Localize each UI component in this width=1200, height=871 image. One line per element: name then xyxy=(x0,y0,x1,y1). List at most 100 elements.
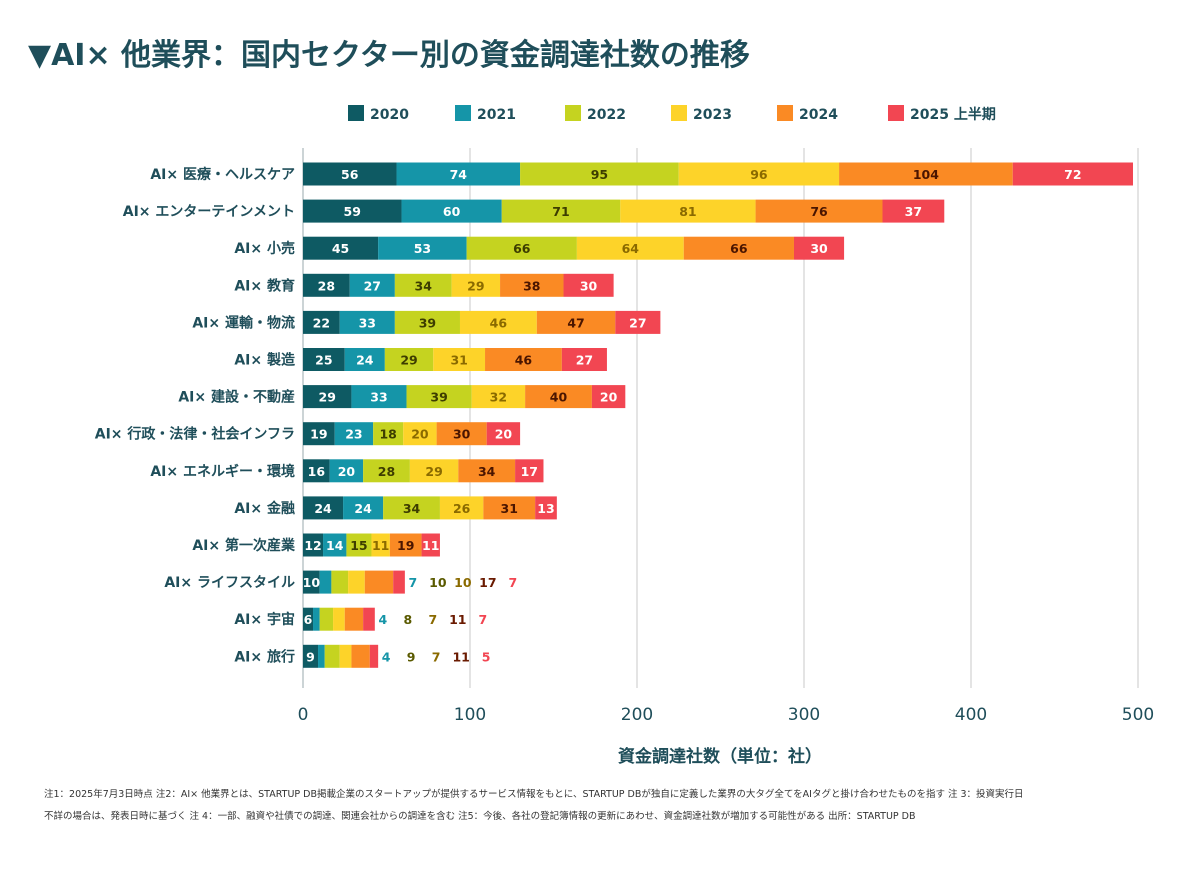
x-axis: 0 100 200 300 400 500 資金調達社数（単位：社） xyxy=(298,705,1155,767)
bar-segment xyxy=(466,236,577,260)
data-label: 6 xyxy=(304,612,313,627)
data-label: 20 xyxy=(338,464,356,479)
category-label: AI× 小売 xyxy=(234,240,295,257)
data-label: 47 xyxy=(567,315,584,330)
bar-segment xyxy=(344,607,364,631)
data-label: 56 xyxy=(341,167,359,182)
bar-segment xyxy=(576,236,684,260)
x-tick-label: 100 xyxy=(454,705,486,725)
bar-segment xyxy=(323,533,347,557)
bar-segment xyxy=(334,422,374,446)
legend-swatch xyxy=(348,105,364,121)
data-label: 29 xyxy=(400,353,417,368)
category-label: AI× 教育 xyxy=(234,277,295,294)
data-label: 60 xyxy=(443,204,461,219)
legend-swatch xyxy=(888,105,904,121)
category-label: AI× エネルギー・環境 xyxy=(150,463,295,480)
bar-segment xyxy=(683,236,794,260)
bar-segment xyxy=(520,162,679,186)
category-labels: AI× 医療・ヘルスケア AI× エンターテインメント AI× 小売 AI× 教育 AI… xyxy=(95,166,296,665)
bar-segment xyxy=(384,348,434,371)
data-label: 29 xyxy=(425,464,442,479)
data-label: 24 xyxy=(354,501,372,516)
bar-segment xyxy=(535,496,557,520)
data-label: 27 xyxy=(364,278,381,293)
bar-segment xyxy=(458,459,516,483)
data-label: 39 xyxy=(419,315,436,330)
bar-segment xyxy=(433,348,486,371)
bar-segment xyxy=(793,236,845,260)
bar-segment xyxy=(620,199,756,223)
bar-segment xyxy=(349,273,395,297)
data-label: 25 xyxy=(315,353,332,368)
data-label: 104 xyxy=(913,167,939,182)
data-label: 66 xyxy=(730,241,748,256)
bar-segment xyxy=(303,348,345,371)
bar-segment xyxy=(371,533,390,557)
bar-segment xyxy=(303,422,335,446)
data-label: 22 xyxy=(313,315,330,330)
data-label: 28 xyxy=(318,278,335,293)
bar-segment xyxy=(394,310,460,334)
legend-label: 2020 xyxy=(370,107,409,123)
data-label: 27 xyxy=(629,315,646,330)
bar-segment xyxy=(483,496,536,520)
category-label: AI× 製造 xyxy=(234,352,295,369)
category-label: AI× 医療・ヘルスケア xyxy=(150,166,295,183)
legend-label: 2021 xyxy=(477,107,516,123)
data-label: 74 xyxy=(450,167,468,182)
category-label: AI× 宇宙 xyxy=(234,611,295,628)
x-tick-label: 200 xyxy=(621,705,653,725)
bar-segment xyxy=(318,644,325,668)
x-tick-label: 500 xyxy=(1122,705,1154,725)
bar-segment xyxy=(329,459,364,483)
bar-segment xyxy=(536,310,616,334)
bar-segment xyxy=(678,162,840,186)
category-label: AI× 行政・法律・社会インフラ xyxy=(95,426,295,443)
data-label: 28 xyxy=(378,464,395,479)
data-label: 34 xyxy=(415,278,433,293)
data-label: 7 xyxy=(428,612,437,627)
bar-segment xyxy=(364,570,394,594)
bar-segment xyxy=(436,422,487,446)
data-label: 32 xyxy=(490,390,507,405)
bar-segment xyxy=(501,199,621,223)
category-label: AI× 第一次産業 xyxy=(192,537,296,554)
data-label: 24 xyxy=(356,353,374,368)
data-label: 71 xyxy=(552,204,569,219)
data-label: 10 xyxy=(429,575,447,590)
bar-segment xyxy=(344,348,385,371)
legend-label: 2022 xyxy=(587,107,626,123)
bar-segment xyxy=(303,644,319,668)
bar-segment xyxy=(485,348,562,371)
x-axis-title: 資金調達社数（単位：社） xyxy=(618,746,822,767)
data-label: 34 xyxy=(403,501,421,516)
bar-segment xyxy=(393,570,405,594)
bar-segment xyxy=(339,310,395,334)
bar-segment xyxy=(369,644,379,668)
data-label: 23 xyxy=(345,427,362,442)
data-label: 9 xyxy=(407,649,416,664)
bar-segment xyxy=(363,459,410,483)
data-label: 20 xyxy=(495,427,513,442)
data-label: 30 xyxy=(810,241,828,256)
bar-segment xyxy=(471,385,526,409)
data-label: 76 xyxy=(810,204,828,219)
grid-lines xyxy=(302,148,1139,688)
data-label: 81 xyxy=(679,204,696,219)
bar-segment xyxy=(373,422,404,446)
category-label: AI× 旅行 xyxy=(234,648,295,665)
bar-segment xyxy=(333,607,345,631)
bar-segment xyxy=(303,199,402,223)
data-label: 30 xyxy=(453,427,471,442)
legend: 2020 2021 2022 2023 2024 2025 上半期 xyxy=(348,105,996,123)
legend-label: 2025 上半期 xyxy=(910,106,996,123)
data-label: 13 xyxy=(537,501,554,516)
category-label: AI× 建設・不動産 xyxy=(178,389,295,406)
data-label: 31 xyxy=(501,501,518,516)
data-label: 26 xyxy=(453,501,471,516)
data-label: 95 xyxy=(591,167,608,182)
data-label: 24 xyxy=(314,501,332,516)
data-label: 46 xyxy=(490,315,508,330)
